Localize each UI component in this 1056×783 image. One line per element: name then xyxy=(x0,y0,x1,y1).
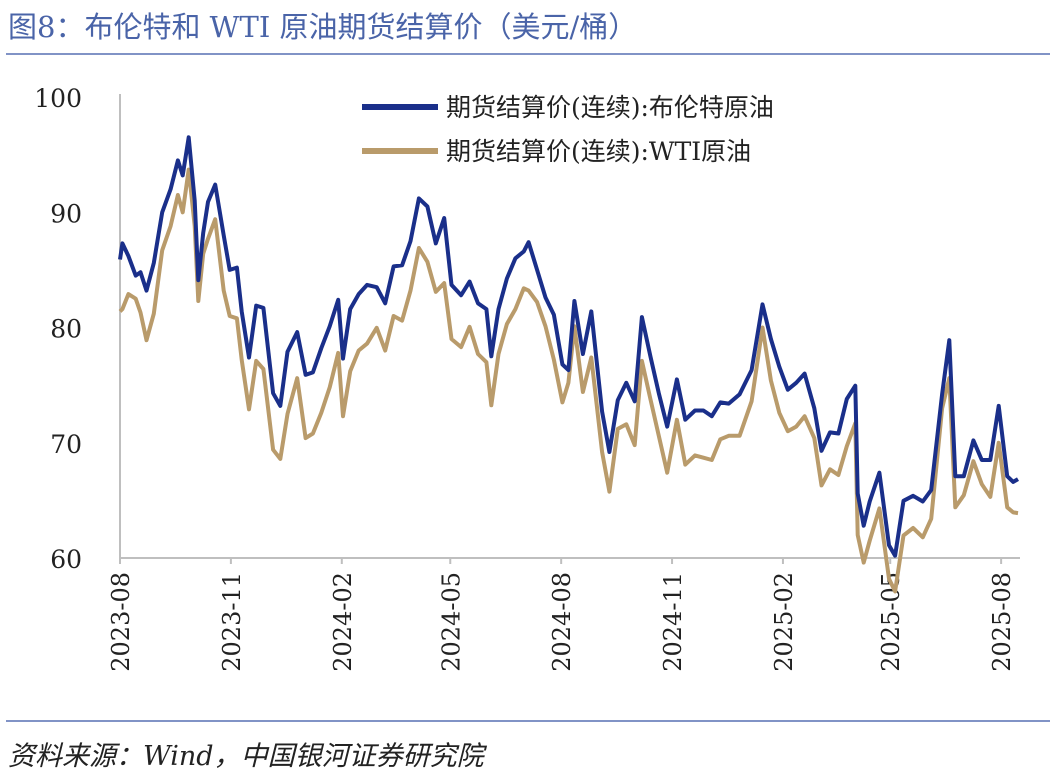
x-tick-label: 2024-05 xyxy=(437,572,465,672)
legend-label: 期货结算价(连续):布伦特原油 xyxy=(446,93,774,122)
source-note: 资料来源：Wind，中国银河证券研究院 xyxy=(8,741,484,772)
x-tick-label: 2023-11 xyxy=(218,572,246,672)
source-divider xyxy=(6,720,1050,722)
x-tick-label: 2024-08 xyxy=(548,572,576,672)
legend-label: 期货结算价(连续):WTI原油 xyxy=(446,137,751,166)
figure-title: 图8：布伦特和 WTI 原油期货结算价（美元/桶） xyxy=(8,10,638,44)
y-tick-label: 100 xyxy=(34,84,82,113)
series-line xyxy=(118,135,1020,558)
y-tick-label: 80 xyxy=(50,315,82,344)
line-chart: 60 70 80 90 100 2023-08 2023-11 2024-02 2024-05 2… xyxy=(34,84,1020,672)
x-tick-label: 2024-11 xyxy=(659,572,687,672)
y-tick-label: 70 xyxy=(50,430,82,459)
x-tick-label: 2025-02 xyxy=(770,572,798,672)
title-divider xyxy=(6,53,1050,55)
x-tick-label: 2025-08 xyxy=(988,572,1016,672)
axes: 60 70 80 90 100 2023-08 2023-11 2024-02 2024-05 2… xyxy=(34,84,1020,672)
series-line xyxy=(118,167,1019,594)
series-layer xyxy=(118,135,1020,594)
y-tick-label: 60 xyxy=(50,545,82,574)
y-tick-label: 90 xyxy=(50,199,82,228)
x-tick-label: 2024-02 xyxy=(329,572,357,672)
x-tick-label: 2025-05 xyxy=(877,572,905,672)
x-tick-label: 2023-08 xyxy=(107,572,135,672)
